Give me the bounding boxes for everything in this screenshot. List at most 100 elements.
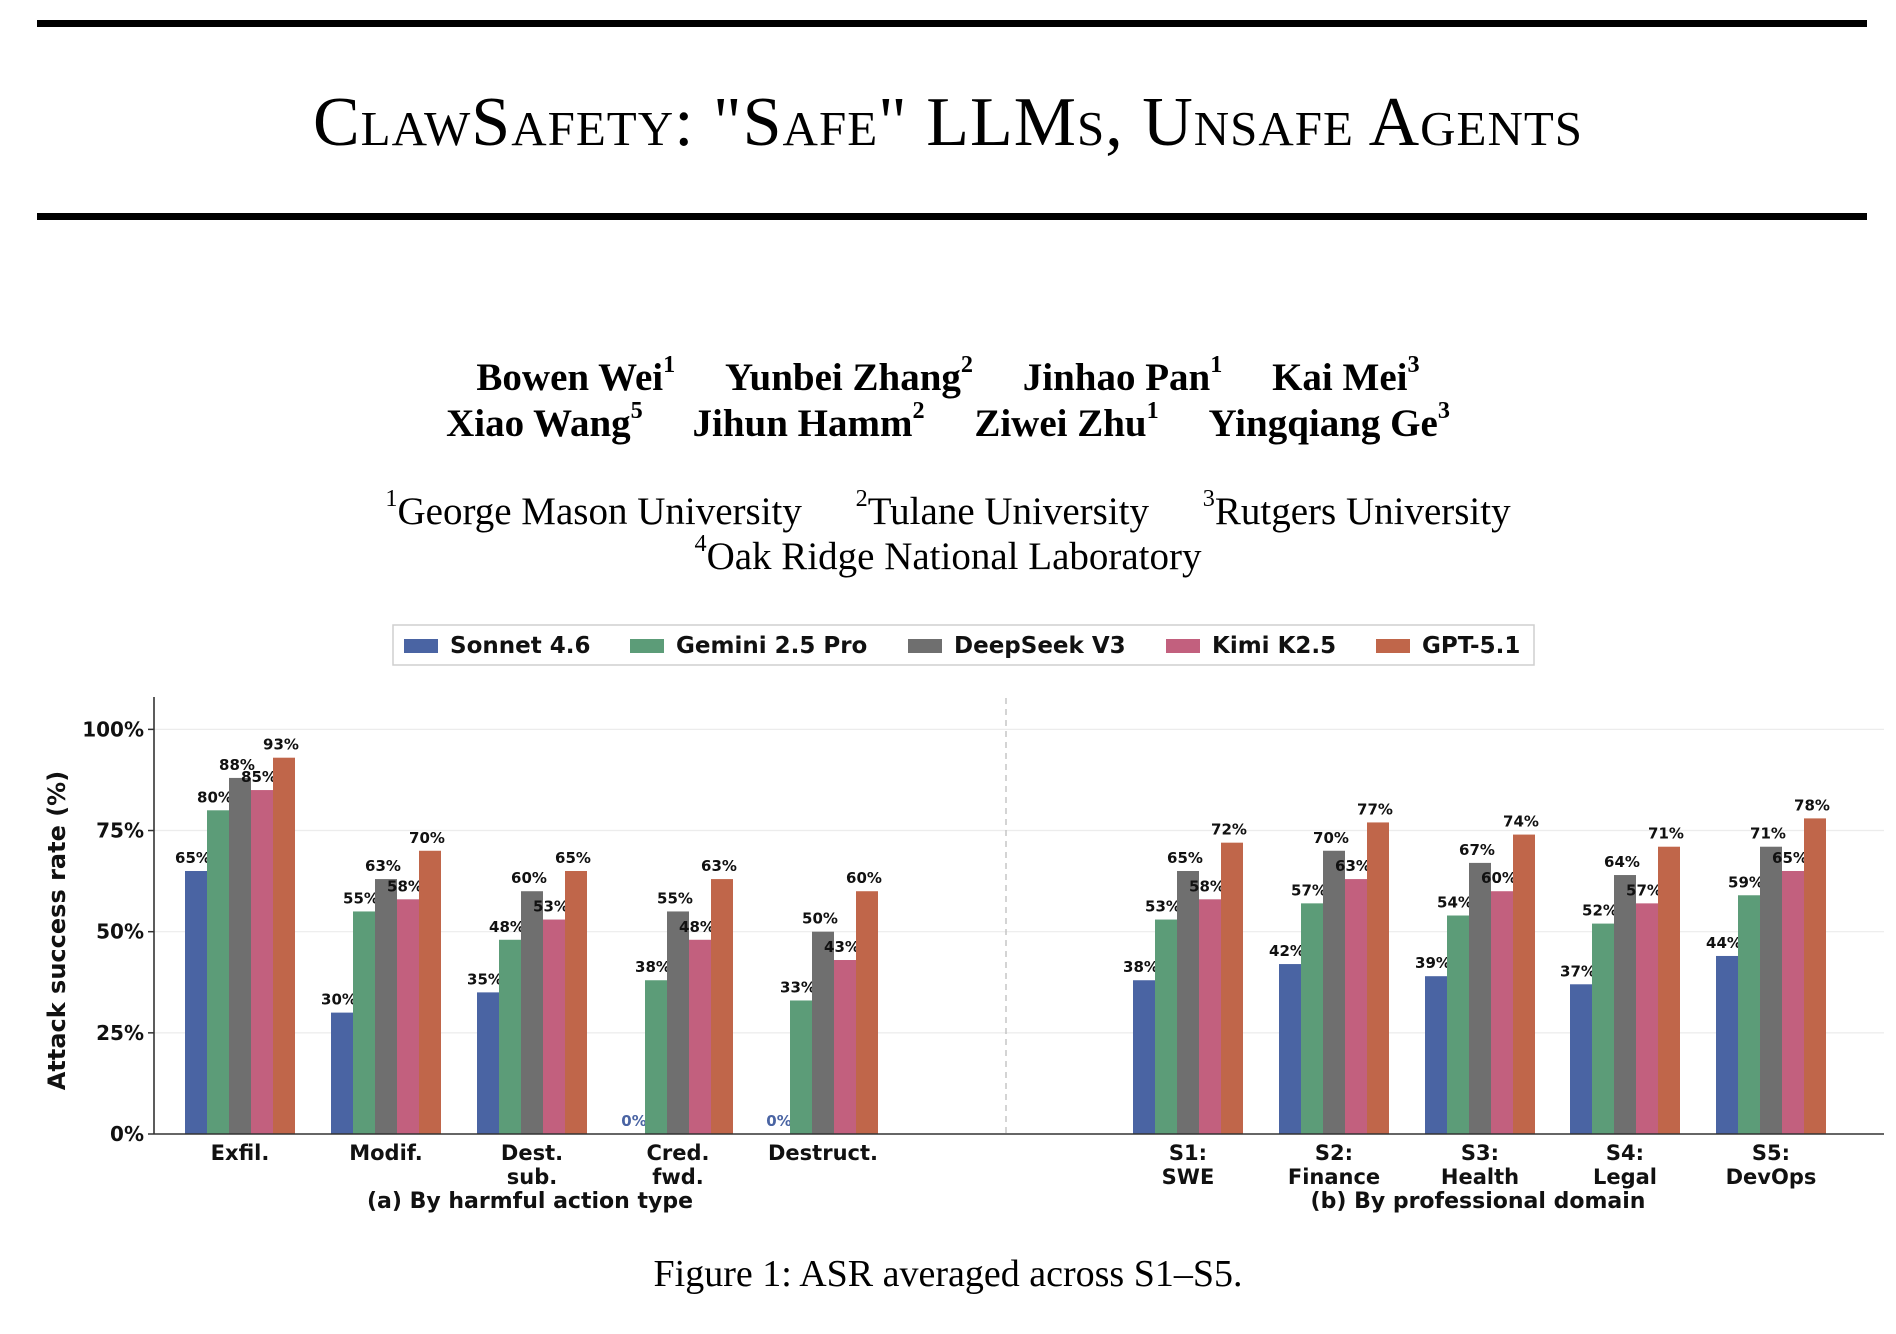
y-tick-label: 25% — [96, 1021, 144, 1045]
bar — [645, 980, 667, 1134]
bar-value-label: 65% — [1772, 849, 1808, 867]
bottom-rule — [37, 213, 1867, 220]
bar-value-label: 0% — [621, 1112, 646, 1130]
bar — [1592, 923, 1614, 1134]
bar-value-label: 60% — [511, 869, 547, 887]
bar — [1155, 919, 1177, 1134]
bar-value-label: 65% — [175, 849, 211, 867]
bar-value-label: 63% — [701, 857, 737, 875]
bar-value-label: 58% — [387, 877, 423, 895]
top-rule — [37, 20, 1867, 27]
author: Bowen Wei1 — [476, 351, 676, 399]
bar-value-label: 71% — [1648, 825, 1684, 843]
x-tick-label: Dest. — [501, 1141, 563, 1165]
bar — [711, 879, 733, 1134]
bar — [1199, 899, 1221, 1134]
x-tick-label: S4: — [1606, 1141, 1644, 1165]
bar-value-label: 77% — [1357, 800, 1393, 818]
bar — [1323, 850, 1345, 1134]
bar-value-label: 48% — [679, 918, 715, 936]
bar — [521, 891, 543, 1134]
bar — [397, 899, 419, 1134]
x-tick-label: SWE — [1162, 1165, 1215, 1189]
bar-value-label: 55% — [657, 889, 693, 907]
bar — [1716, 955, 1738, 1134]
legend-label: Kimi K2.5 — [1212, 633, 1336, 659]
x-tick-label: Exfil. — [211, 1141, 270, 1165]
bar-value-label: 60% — [1481, 869, 1517, 887]
bar — [1301, 903, 1323, 1134]
author: Yunbei Zhang2 — [724, 351, 974, 399]
author: Ziwei Zhu1 — [974, 397, 1159, 445]
bar-value-label: 65% — [555, 849, 591, 867]
y-tick-label: 100% — [82, 717, 144, 741]
bar-value-label: 44% — [1706, 934, 1742, 952]
bar-value-label: 72% — [1211, 821, 1247, 839]
bar — [499, 939, 521, 1134]
asr-bar-chart: Sonnet 4.6 Gemini 2.5 Pro DeepSeek V3 Kimi … — [43, 624, 1884, 1214]
figure-caption: Figure 1: ASR averaged across S1–S5. — [653, 1253, 1243, 1295]
bar-value-label: 38% — [1123, 958, 1159, 976]
x-tick-label: S5: — [1752, 1141, 1790, 1165]
bar — [251, 790, 273, 1134]
bar-value-label: 0% — [766, 1112, 791, 1130]
bar — [207, 810, 229, 1134]
author: Jinhao Pan1 — [1022, 351, 1223, 399]
legend-label: GPT-5.1 — [1422, 633, 1520, 659]
bar-value-label: 39% — [1415, 954, 1451, 972]
y-axis-label: Attack success rate (%) — [43, 771, 71, 1090]
bar — [1804, 818, 1826, 1134]
bar-value-label: 88% — [219, 756, 255, 774]
bar-value-label: 59% — [1728, 873, 1764, 891]
bar-value-label: 43% — [824, 938, 860, 956]
legend-swatch — [630, 639, 664, 653]
bar — [1491, 891, 1513, 1134]
bar — [1177, 870, 1199, 1134]
affiliations-row-1: 1George Mason University 2Tulane Univers… — [0, 485, 1896, 533]
bar-value-label: 65% — [1167, 849, 1203, 867]
bar — [1447, 915, 1469, 1134]
paper-title: ClawSafety: "Safe" LLMs, Unsafe Agents — [312, 84, 1584, 161]
bar-value-label: 63% — [1335, 857, 1371, 875]
bar-value-label: 50% — [802, 910, 838, 928]
legend-label: DeepSeek V3 — [954, 633, 1126, 659]
bar — [419, 850, 441, 1134]
affiliation: 2Tulane University — [855, 485, 1150, 533]
bar — [689, 939, 711, 1134]
bar-value-label: 78% — [1794, 796, 1830, 814]
bar — [1133, 980, 1155, 1134]
bar-value-label: 67% — [1459, 841, 1495, 859]
x-tick-label: Health — [1441, 1165, 1519, 1189]
bar — [1614, 875, 1636, 1134]
x-tick-label: fwd. — [652, 1165, 704, 1189]
bar-value-label: 63% — [365, 857, 401, 875]
bar — [185, 870, 207, 1134]
bar-value-label: 37% — [1560, 962, 1596, 980]
bar-value-label: 33% — [780, 978, 816, 996]
bar — [229, 777, 251, 1134]
bar — [331, 1012, 353, 1134]
bar — [565, 870, 587, 1134]
bar — [543, 919, 565, 1134]
author: Xiao Wang5 — [446, 397, 643, 445]
x-tick-label: Destruct. — [768, 1141, 878, 1165]
affiliations-row-2: 4Oak Ridge National Laboratory — [0, 532, 1896, 576]
bar-value-label: 74% — [1503, 813, 1539, 831]
legend-swatch — [1376, 639, 1410, 653]
bar-value-label: 54% — [1437, 894, 1473, 912]
bar-value-label: 57% — [1626, 881, 1662, 899]
bar-value-label: 42% — [1269, 942, 1305, 960]
bar-value-label: 71% — [1750, 825, 1786, 843]
bar — [1513, 834, 1535, 1134]
bar — [812, 931, 834, 1134]
y-tick-label: 75% — [96, 819, 144, 843]
bar-value-label: 38% — [635, 958, 671, 976]
bar-value-label: 53% — [1145, 898, 1181, 916]
bar-value-label: 30% — [321, 991, 357, 1009]
affiliation: 1George Mason University — [385, 485, 802, 533]
authors-row-2: Xiao Wang5 Jihun Hamm2 Ziwei Zhu1 Yingqi… — [0, 397, 1896, 445]
bar-value-label: 48% — [489, 918, 525, 936]
bar-value-label: 70% — [409, 829, 445, 847]
bar — [834, 960, 856, 1134]
bar — [1636, 903, 1658, 1134]
